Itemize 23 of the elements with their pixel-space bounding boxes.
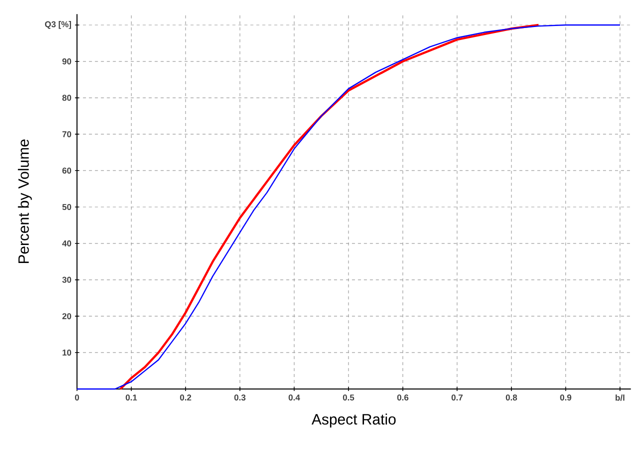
x-tick-label: 0.2: [180, 394, 192, 401]
x-tick-label: 0: [74, 394, 80, 401]
x-tick-label: 0.5: [342, 394, 354, 401]
y-tick-label: 70: [62, 131, 72, 138]
y-tick-label: 80: [62, 94, 72, 101]
x-tick-label: 0.6: [397, 394, 408, 401]
y-tick-label: 90: [62, 58, 72, 64]
x-axis-title: Aspect Ratio: [312, 414, 396, 428]
y-tick-label: 10: [62, 350, 72, 356]
y-tick-label: 30: [62, 276, 72, 283]
x-tick-label: b/l: [616, 394, 624, 401]
x-tick-label: 0.4: [288, 394, 300, 401]
x-tick-label: 0.7: [452, 394, 463, 401]
y-tick-label: 20: [62, 313, 72, 320]
y-tick-label: 50: [62, 204, 72, 210]
y-tick-label: 40: [62, 240, 72, 246]
x-tick-label: 0.8: [506, 394, 518, 401]
x-tick-label: 0.9: [560, 394, 572, 401]
y-tick-label: Q3 [%]: [45, 21, 72, 29]
y-axis-title: Percent by Volume: [18, 140, 32, 264]
x-tick-label: 0.3: [234, 394, 246, 401]
y-tick-label: 60: [62, 168, 72, 174]
x-tick-label: 0.1: [126, 394, 137, 401]
